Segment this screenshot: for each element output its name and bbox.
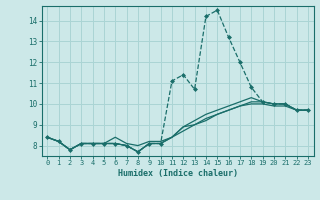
X-axis label: Humidex (Indice chaleur): Humidex (Indice chaleur) (118, 169, 237, 178)
